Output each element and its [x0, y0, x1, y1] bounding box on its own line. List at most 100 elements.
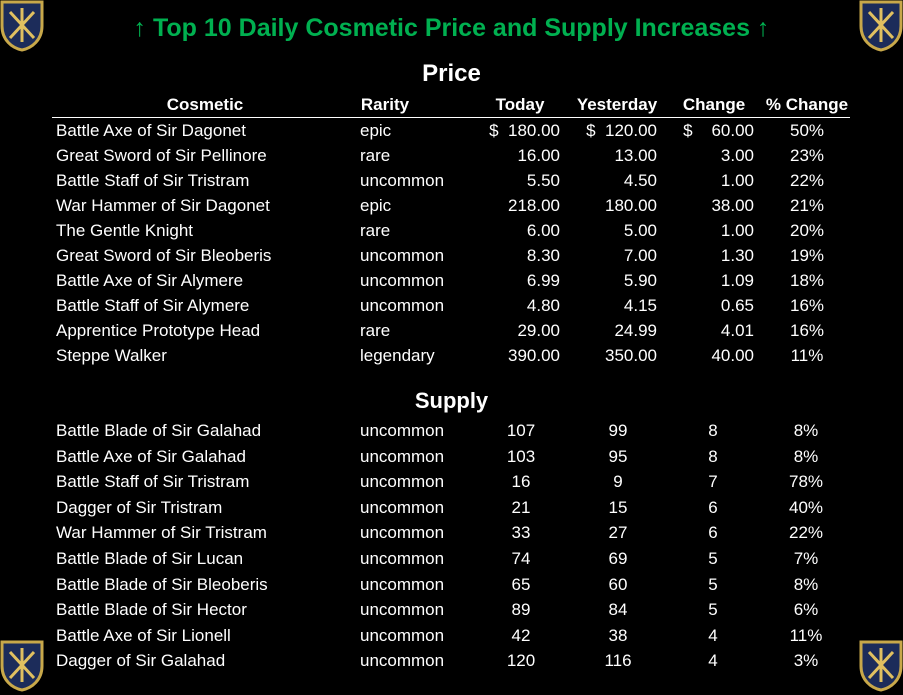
supply-cell: 7: [708, 472, 718, 492]
price-cell: 1.09: [720, 271, 754, 290]
supply-cell: 8%: [793, 446, 819, 466]
price-cell: 7.00: [623, 246, 657, 265]
header-rule: [52, 117, 850, 118]
supply-cell: 16: [511, 472, 531, 492]
supply-cell: uncommon: [360, 472, 445, 492]
supply-cell: 42: [511, 625, 531, 645]
supply-cell: uncommon: [360, 625, 445, 645]
price-cell: 23%: [789, 146, 825, 165]
price-cell: 24.99: [614, 321, 657, 340]
price-cell: 5.00: [623, 221, 657, 240]
price-cell: 3.00: [720, 146, 754, 165]
price-cell: rare: [360, 221, 391, 240]
price-cell: 390.00: [508, 346, 560, 365]
supply-cell: 6: [708, 497, 718, 517]
price-cell: 29.00: [517, 321, 560, 340]
price-cell: epic: [360, 121, 392, 140]
price-cell: 6.99: [526, 271, 560, 290]
price-cell: Apprentice Prototype Head: [56, 321, 261, 340]
supply-cell: 5: [708, 600, 718, 620]
supply-cell: 74: [511, 549, 531, 568]
price-cell: $ 120.00: [586, 121, 657, 140]
price-cell: 1.00: [720, 171, 754, 190]
supply-cell: Battle Blade of Sir Hector: [56, 600, 247, 620]
supply-cell: 116: [604, 651, 632, 671]
supply-cell: uncommon: [360, 446, 445, 466]
price-cell: rare: [360, 146, 391, 165]
supply-cell: Battle Staff of Sir Tristram: [56, 472, 250, 492]
supply-cell: 5: [708, 549, 718, 568]
column-header: Cosmetic: [166, 95, 244, 114]
supply-cell: 6%: [793, 600, 819, 620]
supply-cell: 78%: [788, 472, 824, 492]
price-heading: Price: [422, 60, 481, 87]
price-cell: uncommon: [360, 171, 445, 190]
supply-cell: uncommon: [360, 600, 445, 620]
supply-cell: 33: [511, 523, 531, 543]
shield-icon: [0, 640, 44, 692]
price-cell: 19%: [789, 246, 825, 265]
price-cell: $ 180.00: [489, 121, 560, 140]
supply-cell: 89: [511, 600, 531, 620]
price-cell: Great Sword of Sir Bleoberis: [56, 246, 272, 265]
price-cell: Battle Staff of Sir Tristram: [56, 171, 250, 190]
price-cell: 40.00: [711, 346, 754, 365]
supply-cell: 65: [511, 574, 531, 594]
price-cell: 38.00: [711, 196, 754, 215]
supply-cell: uncommon: [360, 523, 445, 543]
column-header: Today: [495, 95, 545, 114]
supply-cell: 8%: [793, 574, 819, 594]
supply-cell: 60: [608, 574, 628, 594]
price-cell: 350.00: [605, 346, 657, 365]
supply-cell: Dagger of Sir Galahad: [56, 651, 226, 671]
supply-cell: War Hammer of Sir Tristram: [56, 523, 267, 543]
price-cell: 21%: [789, 196, 825, 215]
price-cell: 5.50: [526, 171, 560, 190]
price-cell: epic: [360, 196, 392, 215]
price-cell: 1.30: [720, 246, 754, 265]
supply-cell: Dagger of Sir Tristram: [56, 497, 223, 517]
column-header: Change: [682, 95, 746, 114]
price-cell: $ 60.00: [683, 121, 754, 140]
shield-icon: [0, 0, 44, 52]
supply-cell: 8%: [793, 421, 819, 440]
supply-cell: 6: [708, 523, 718, 543]
price-cell: 16.00: [517, 146, 560, 165]
price-cell: 11%: [790, 346, 824, 365]
price-cell: 4.01: [720, 321, 754, 340]
price-cell: 6.00: [526, 221, 560, 240]
supply-cell: 38: [608, 625, 628, 645]
supply-cell: uncommon: [360, 651, 445, 671]
price-cell: War Hammer of Sir Dagonet: [56, 196, 270, 215]
price-cell: 4.50: [623, 171, 657, 190]
supply-cell: 8: [708, 446, 718, 466]
price-cell: 18%: [789, 271, 825, 290]
shield-icon: [859, 0, 903, 52]
price-cell: 13.00: [614, 146, 657, 165]
price-cell: 8.30: [526, 246, 560, 265]
price-cell: uncommon: [360, 296, 445, 315]
supply-cell: 99: [608, 421, 628, 440]
supply-cell: Battle Blade of Sir Galahad: [56, 421, 262, 440]
price-cell: Battle Axe of Sir Dagonet: [56, 121, 246, 140]
price-cell: 5.90: [623, 271, 657, 290]
supply-cell: Battle Axe of Sir Lionell: [56, 625, 231, 645]
shield-icon: [859, 640, 903, 692]
price-cell: uncommon: [360, 271, 445, 290]
supply-cell: 21: [511, 497, 531, 517]
price-cell: 180.00: [605, 196, 657, 215]
supply-cell: 84: [608, 600, 628, 620]
price-cell: 0.65: [720, 296, 754, 315]
price-cell: 1.00: [720, 221, 754, 240]
price-cell: Great Sword of Sir Pellinore: [56, 146, 267, 165]
supply-cell: 9: [613, 472, 623, 492]
column-header: % Change: [765, 95, 849, 114]
supply-cell: 95: [608, 446, 628, 466]
price-cell: 50%: [789, 121, 825, 140]
price-cell: Steppe Walker: [56, 346, 167, 365]
supply-cell: 27: [608, 523, 628, 543]
price-cell: 22%: [789, 171, 825, 190]
price-cell: legendary: [360, 346, 435, 365]
supply-cell: 8: [708, 421, 718, 440]
